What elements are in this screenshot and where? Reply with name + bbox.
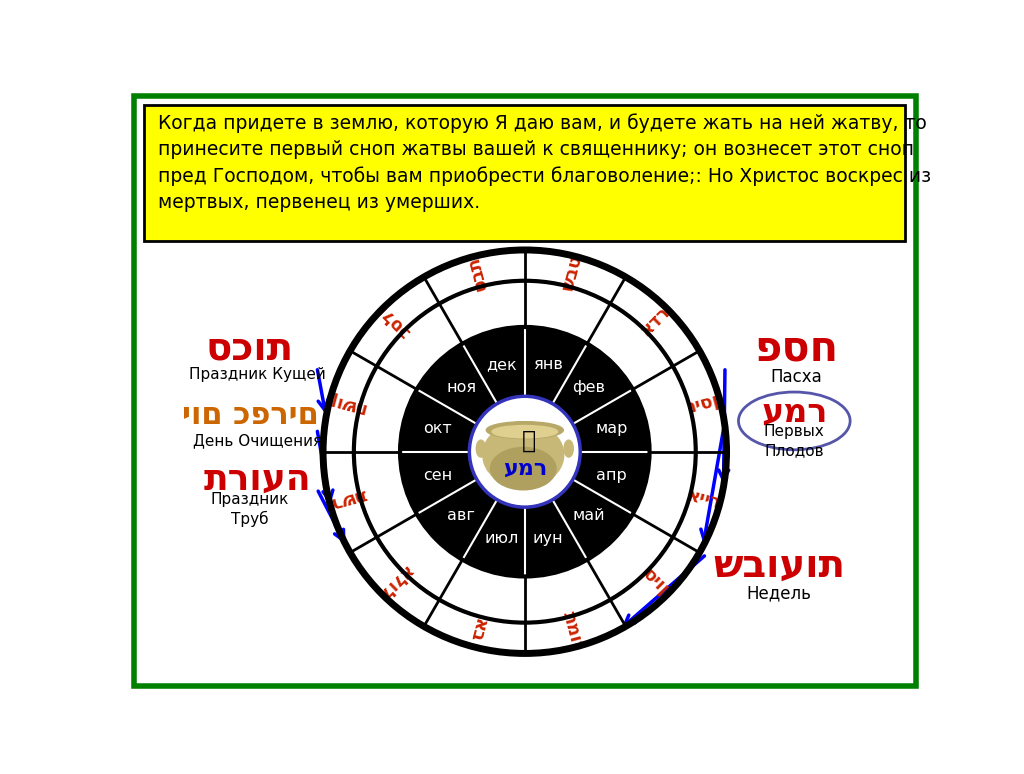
Text: תרועה: תרועה	[204, 462, 311, 496]
Text: День Очищения: День Очищения	[194, 433, 323, 448]
Text: ноя: ноя	[446, 381, 476, 396]
Text: сен: сен	[423, 467, 453, 482]
FancyBboxPatch shape	[134, 96, 915, 686]
Text: дек: дек	[486, 357, 517, 372]
Text: апр: апр	[596, 467, 627, 482]
Text: שבועות: שבועות	[713, 546, 845, 584]
Text: окт: окт	[423, 421, 453, 436]
Circle shape	[400, 327, 649, 577]
Circle shape	[323, 250, 727, 653]
Text: אלול: אלול	[374, 561, 415, 603]
Text: שבט: שבט	[559, 253, 586, 293]
Ellipse shape	[490, 447, 556, 490]
Text: סכות: סכות	[206, 330, 294, 368]
Text: Пасха: Пасха	[771, 368, 822, 386]
Text: תשרי: תשרי	[324, 485, 369, 514]
Text: Праздник Кущей: Праздник Кущей	[189, 367, 326, 382]
Text: Праздник
Труб: Праздник Труб	[211, 492, 289, 527]
Ellipse shape	[476, 440, 485, 457]
Text: פסח: פסח	[755, 327, 839, 369]
Text: עמר: עמר	[503, 459, 547, 478]
Text: ניסן: ניסן	[686, 391, 721, 416]
Text: יום כפרים: יום כפרים	[181, 401, 318, 430]
Text: янв: янв	[534, 357, 563, 372]
Text: אב: אב	[465, 616, 488, 644]
Ellipse shape	[483, 422, 563, 488]
Text: июл: июл	[484, 531, 519, 546]
Text: אדר: אדר	[637, 303, 674, 340]
Text: Когда придете в землю, которую Я даю вам, и будете жать на ней жатву, то
принеси: Когда придете в землю, которую Я даю вам…	[158, 114, 931, 211]
Text: תמוז: תמוז	[559, 609, 587, 651]
Text: סיון: סיון	[639, 566, 673, 599]
Ellipse shape	[738, 392, 850, 450]
Text: Недель: Недель	[746, 584, 811, 602]
Text: כסלו: כסלו	[374, 301, 415, 341]
Text: Первых
Плодов: Первых Плодов	[764, 424, 824, 457]
Text: иун: иун	[532, 531, 563, 546]
Circle shape	[469, 396, 581, 507]
Text: 🐑: 🐑	[521, 429, 536, 453]
Text: фев: фев	[572, 381, 605, 396]
Text: авг: авг	[447, 508, 475, 523]
Text: עמר: עמר	[761, 396, 827, 428]
Text: май: май	[572, 508, 605, 523]
Ellipse shape	[564, 440, 573, 457]
Text: אייר: אייר	[684, 486, 722, 512]
Text: טבת: טבת	[464, 254, 490, 293]
FancyBboxPatch shape	[144, 105, 905, 241]
Text: חשון: חשון	[326, 390, 367, 417]
Text: мар: мар	[596, 421, 628, 436]
Ellipse shape	[493, 426, 557, 438]
Ellipse shape	[486, 422, 563, 439]
